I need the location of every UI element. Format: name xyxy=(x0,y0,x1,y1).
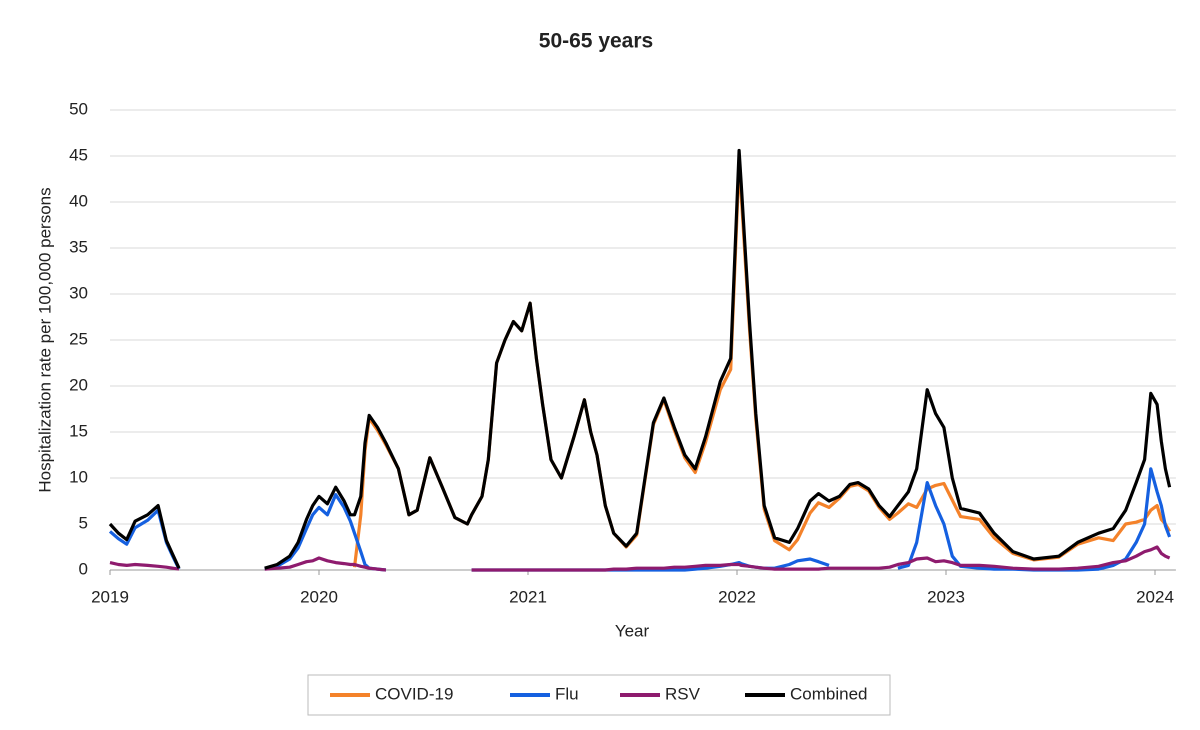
legend-label: RSV xyxy=(665,684,701,703)
x-axis-title: Year xyxy=(615,621,650,640)
y-tick-label: 5 xyxy=(79,513,88,532)
legend-label: Flu xyxy=(555,684,579,703)
y-tick-label: 10 xyxy=(69,467,88,486)
x-tick-label: 2020 xyxy=(300,587,338,606)
y-tick-label: 25 xyxy=(69,329,88,348)
series-line xyxy=(108,467,1172,572)
y-tick-label: 35 xyxy=(69,237,88,256)
chart-title: 50-65 years xyxy=(539,30,653,53)
legend-box xyxy=(307,674,891,716)
x-tick-label: 2023 xyxy=(927,587,965,606)
y-tick-label: 30 xyxy=(69,283,88,302)
x-tick-label: 2021 xyxy=(509,587,547,606)
y-tick-label: 20 xyxy=(69,375,88,394)
series-line xyxy=(108,148,1172,570)
legend-label: Combined xyxy=(790,684,868,703)
x-tick-label: 2024 xyxy=(1136,587,1174,606)
x-tick-label: 2022 xyxy=(718,587,756,606)
y-axis-title: Hospitalization rate per 100,000 persons xyxy=(35,187,54,492)
y-tick-label: 40 xyxy=(69,191,88,210)
y-tick-label: 15 xyxy=(69,421,88,440)
legend-label: COVID-19 xyxy=(375,684,453,703)
y-tick-label: 50 xyxy=(69,99,88,118)
x-tick-label: 2019 xyxy=(91,587,129,606)
y-tick-label: 0 xyxy=(79,559,88,578)
y-tick-label: 45 xyxy=(69,145,88,164)
series-line xyxy=(109,545,1171,572)
